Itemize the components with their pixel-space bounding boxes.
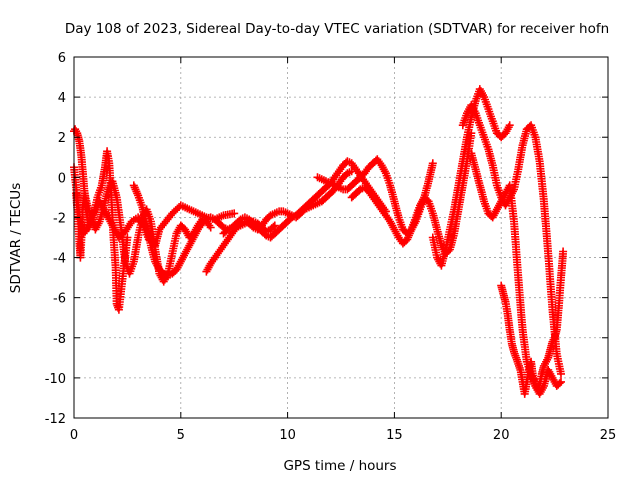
data-point-plus: [428, 159, 437, 168]
x-tick-label: 0: [70, 428, 78, 443]
data-point-plus: [230, 209, 239, 218]
y-tick-label: -10: [45, 372, 66, 387]
x-tick-label: 5: [177, 428, 185, 443]
x-tick-label: 15: [386, 428, 403, 443]
chart-title: Day 108 of 2023, Sidereal Day-to-day VTE…: [65, 21, 609, 37]
x-tick-label: 25: [600, 428, 617, 443]
axis-ticks: [73, 56, 609, 419]
y-tick-label: -2: [53, 211, 66, 226]
data-point-plus: [505, 121, 514, 130]
x-tick-label: 20: [493, 428, 510, 443]
y-axis-label: SDTVAR / TECUs: [8, 183, 24, 293]
plot-frame: [73, 56, 609, 419]
data-point-plus: [206, 223, 215, 232]
series-arc-i: [428, 85, 514, 270]
series-arc-l: [497, 247, 568, 398]
data-point-plus: [557, 369, 565, 378]
data-marks: [70, 85, 568, 398]
data-point-plus: [557, 377, 565, 386]
x-axis-label: GPS time / hours: [283, 458, 396, 474]
x-axis-tick-labels: 0 5 10 15 20 25: [70, 428, 616, 443]
y-tick-label: -6: [53, 292, 66, 307]
y-tick-label: 2: [58, 131, 66, 146]
x-tick-label: 10: [279, 428, 296, 443]
y-axis-tick-labels: -12 -10 -8 -6 -4 -2 0 2 4 6: [45, 51, 66, 427]
data-point-plus: [559, 247, 568, 256]
y-tick-label: 6: [58, 51, 66, 66]
y-tick-label: -12: [45, 412, 66, 427]
y-tick-label: -4: [53, 252, 66, 267]
data-point-plus: [270, 221, 279, 230]
series-arc-g: [313, 155, 437, 238]
y-tick-label: 0: [58, 171, 66, 186]
y-tick-label: 4: [58, 91, 66, 106]
series-arc-c: [72, 177, 215, 286]
y-tick-label: -8: [53, 332, 66, 347]
